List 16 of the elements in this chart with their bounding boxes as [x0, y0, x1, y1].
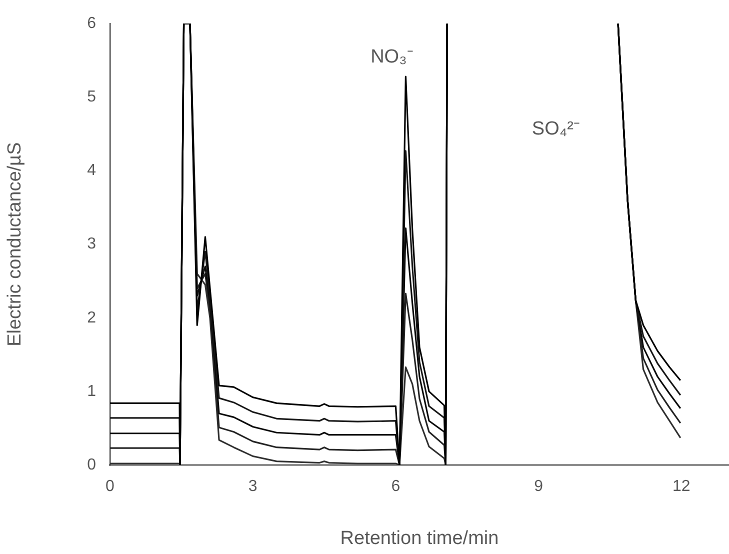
y-tick-label: 5	[87, 88, 96, 106]
x-tick-label: 12	[672, 478, 690, 496]
y-tick-label: 0	[87, 456, 96, 474]
y-tick-label: 1	[87, 382, 96, 400]
x-tick-label: 3	[248, 478, 258, 496]
x-tick-label: 0	[106, 478, 115, 496]
y-tick-label: 6	[87, 15, 96, 32]
x-tick-label: 9	[534, 478, 544, 496]
y-tick-label: 2	[87, 309, 96, 326]
y-tick-label: 3	[87, 236, 96, 253]
x-axis-title: Retention time/min	[340, 528, 499, 549]
x-tick-label: 6	[391, 478, 400, 496]
annotation: NO₃⁻	[370, 46, 413, 68]
annotation: SO₄²⁻	[532, 118, 580, 140]
y-axis-title: Electric conductance/µS	[4, 142, 26, 346]
y-tick-label: 4	[87, 162, 96, 180]
